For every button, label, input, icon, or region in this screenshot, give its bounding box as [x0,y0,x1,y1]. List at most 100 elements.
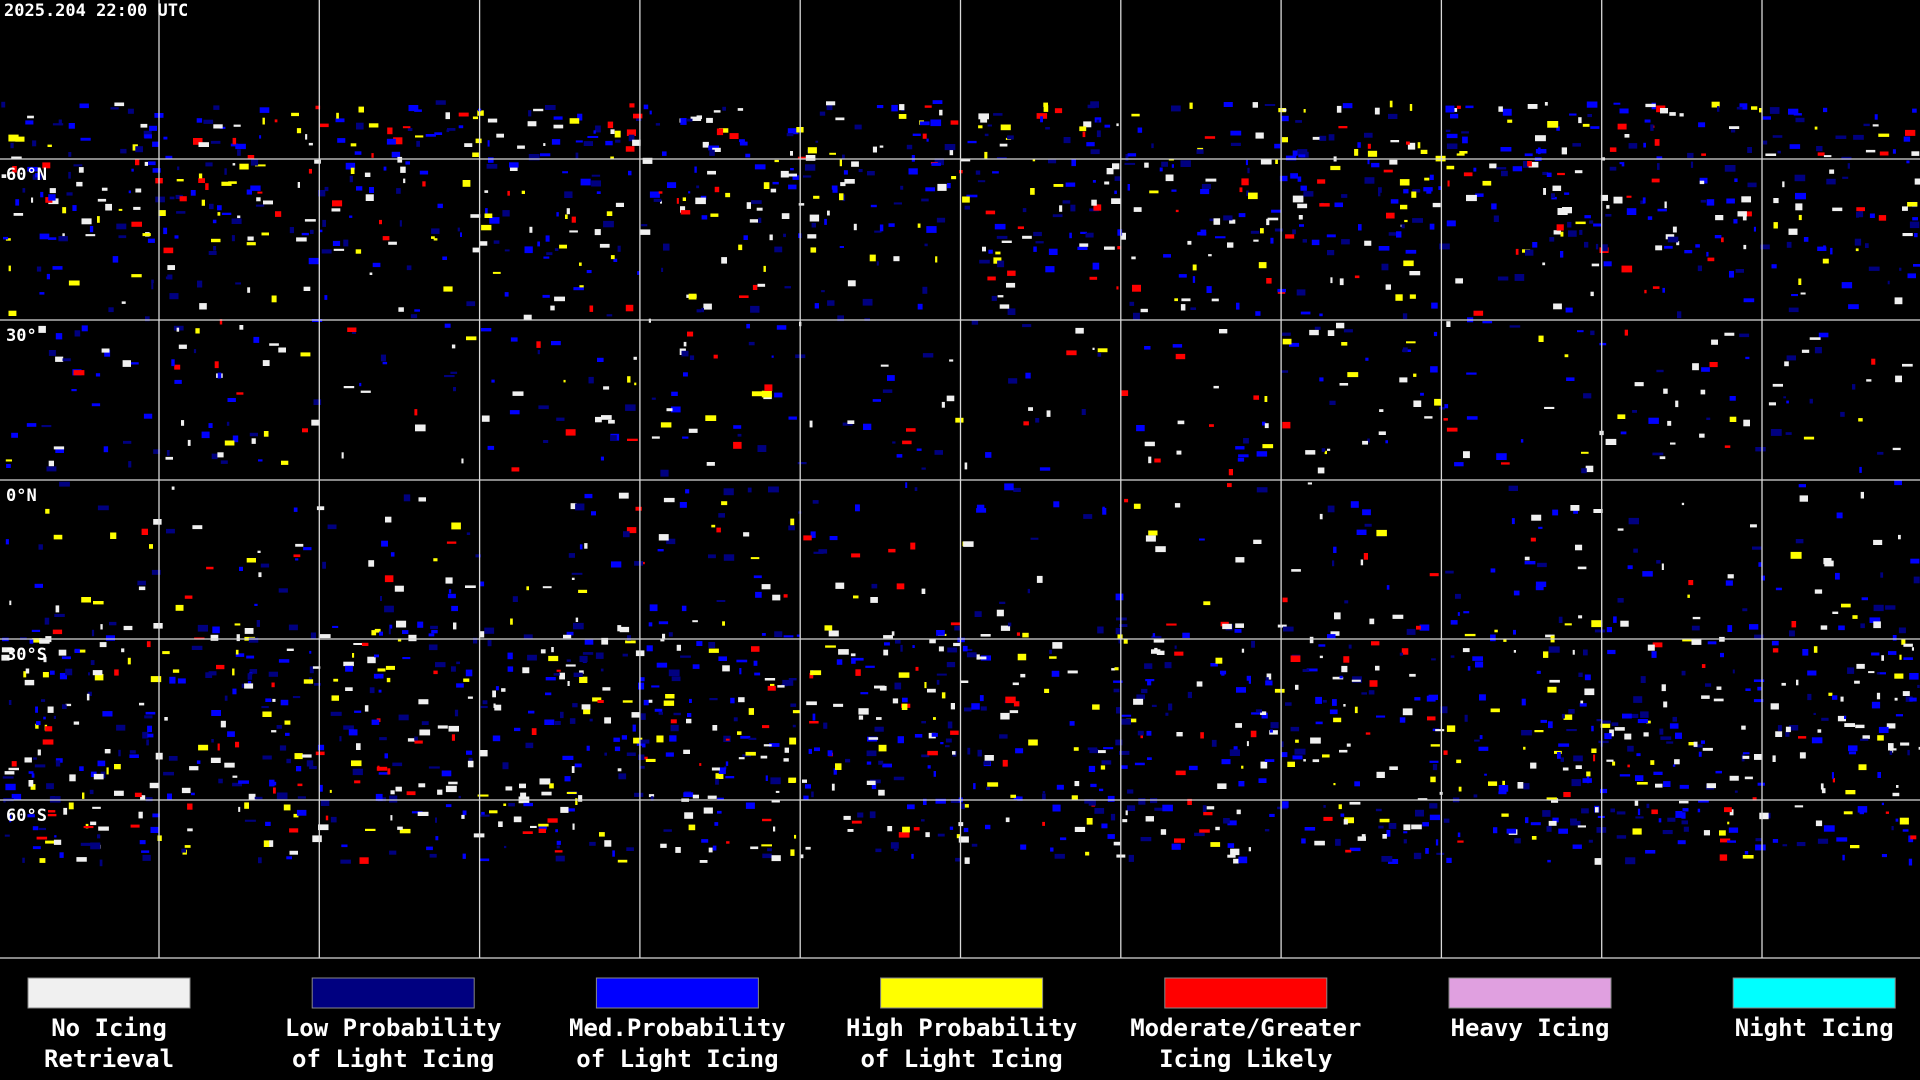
icing-speck [790,168,794,171]
icing-speck [669,735,677,742]
icing-speck [1575,544,1583,551]
icing-speck [105,635,115,641]
icing-speck [987,124,992,127]
icing-speck [1913,264,1920,267]
legend-label: Moderate/Greater [1130,1014,1361,1042]
icing-speck [1912,217,1918,221]
icing-speck [62,233,65,237]
icing-speck [1315,696,1322,704]
icing-speck [921,754,930,758]
icing-speck [1419,624,1430,631]
icing-speck [807,147,817,154]
icing-speck [1877,672,1886,675]
icing-speck [271,295,277,303]
icing-speck [1174,838,1185,843]
icing-speck [1091,199,1097,206]
icing-speck [1611,722,1619,726]
icing-speck [1714,235,1722,239]
icing-speck [1121,765,1128,769]
icing-speck [112,256,119,263]
icing-speck [303,547,312,551]
icing-speck [244,802,249,809]
icing-speck [1463,172,1473,177]
icing-speck [435,817,437,823]
icing-speck [302,428,308,433]
icing-speck [1782,844,1788,847]
icing-speck [304,219,316,222]
icing-speck [1498,785,1509,792]
icing-speck [573,287,584,291]
icing-speck [551,341,561,346]
icing-speck [1347,372,1359,378]
icing-speck [1881,802,1884,806]
icing-speck [495,686,499,691]
icing-speck [688,824,696,831]
icing-speck [1794,805,1804,808]
icing-speck [770,188,777,193]
icing-speck [1188,765,1198,771]
icing-speck [1087,104,1096,109]
icing-speck [1503,639,1507,642]
icing-speck [1364,132,1373,138]
icing-speck [1345,849,1352,853]
icing-speck [1835,135,1847,139]
icing-speck [147,733,154,738]
icing-speck [312,666,321,669]
icing-speck [1644,119,1651,123]
icing-speck [689,698,692,703]
icing-speck [771,799,780,803]
icing-speck [1046,410,1051,417]
icing-speck [341,452,344,459]
icing-speck [599,832,605,837]
icing-speck [571,577,575,580]
icing-speck [201,431,210,439]
icing-speck [149,125,157,131]
icing-speck [1698,800,1709,803]
icing-speck [1200,229,1207,236]
icing-speck [1573,508,1578,514]
icing-speck [1698,122,1706,128]
icing-speck [1264,396,1268,402]
icing-speck [947,647,958,653]
icing-speck [1664,201,1667,209]
icing-speck [964,462,968,470]
icing-speck [1165,712,1169,716]
icing-speck [1145,816,1154,822]
icing-speck [509,162,519,168]
icing-speck [838,649,849,655]
icing-speck [1089,749,1099,754]
icing-speck [865,665,875,668]
icing-speck [1310,737,1321,744]
icing-speck [721,257,727,264]
icing-speck [1085,851,1090,856]
icing-speck [462,180,471,187]
icing-speck [774,246,783,253]
icing-speck [1274,688,1285,693]
icing-speck [763,182,770,189]
icing-speck [771,355,774,358]
icing-speck [1227,242,1234,248]
icing-speck [354,710,362,713]
icing-speck [1871,701,1881,709]
icing-speck [1640,200,1645,205]
icing-speck [1570,505,1580,511]
icing-speck [1280,370,1289,373]
icing-speck [259,135,262,139]
icing-speck [708,642,716,649]
icing-speck [465,669,473,677]
icing-speck [384,575,394,583]
icing-speck [626,527,637,534]
icing-speck [262,711,272,717]
icing-speck [1530,537,1536,542]
icing-speck [676,644,681,651]
icing-speck [1848,745,1858,752]
icing-speck [451,666,456,672]
icing-speck [1457,612,1460,616]
icing-speck [679,502,687,508]
icing-speck [790,849,795,856]
icing-speck [1323,805,1326,808]
icing-speck [1187,691,1192,699]
icing-speck [1757,782,1765,786]
icing-speck [866,780,876,785]
icing-speck [4,834,10,837]
